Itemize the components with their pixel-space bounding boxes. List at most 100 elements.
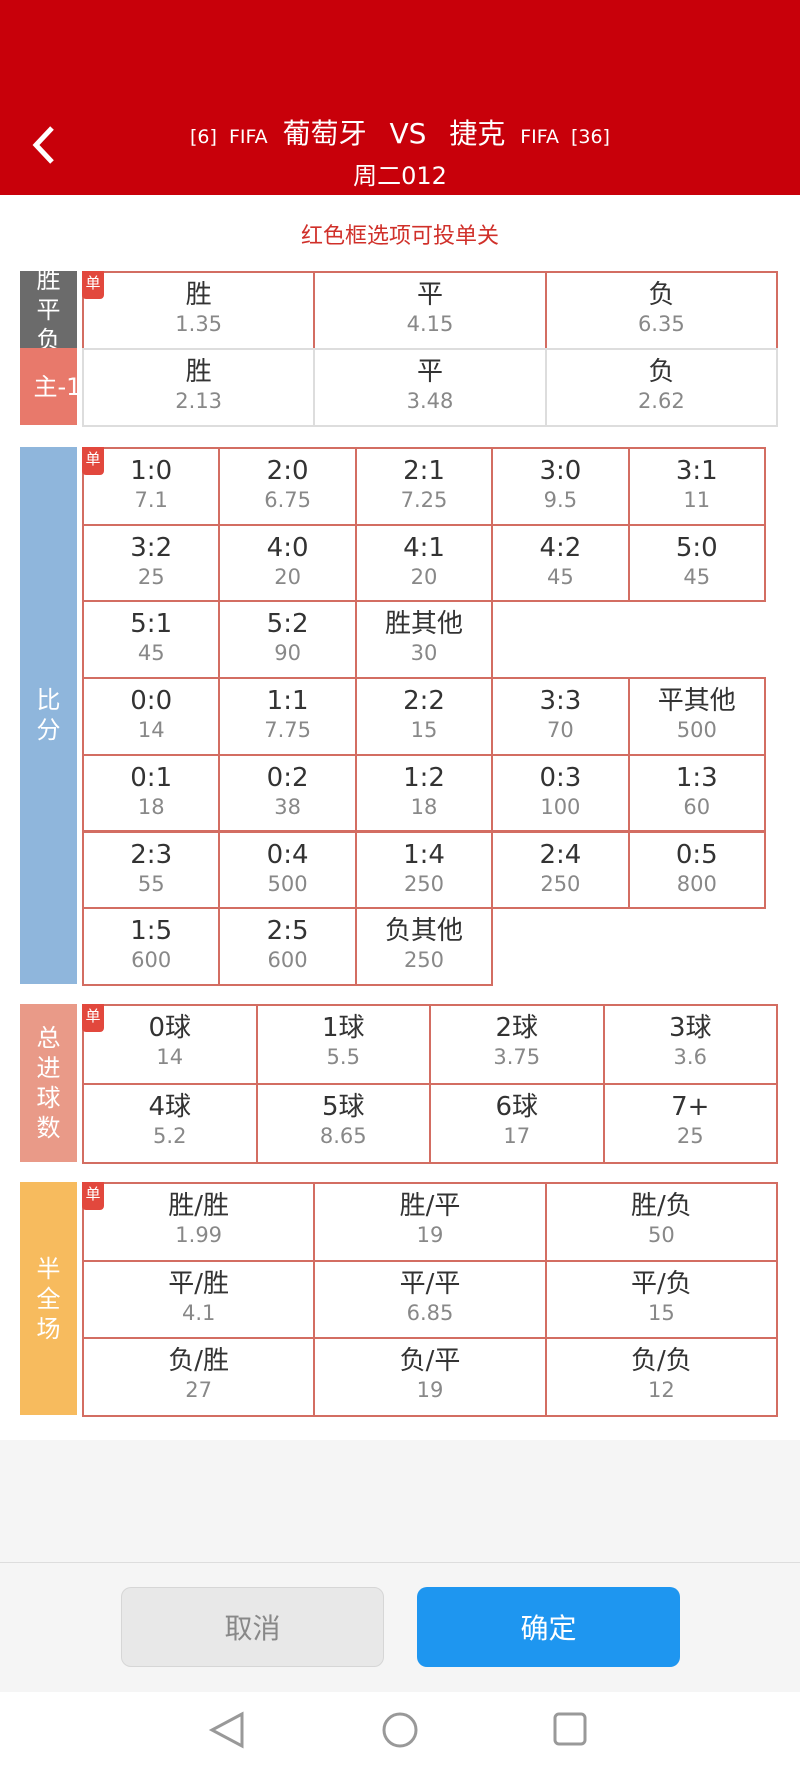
option[interactable]: 4:0 20 [218,523,357,603]
back-button[interactable] [30,124,60,166]
option[interactable]: 5:2 90 [218,600,357,680]
option-name: 5:2 [266,609,309,640]
option[interactable]: 3:2 25 [82,523,221,603]
option-name: 5:1 [130,609,173,640]
option[interactable]: 0:4 500 [218,830,357,910]
option[interactable]: 平/胜 4.1 [82,1259,316,1340]
option-name: 3:3 [539,686,582,717]
option[interactable]: 平/平 6.85 [313,1259,547,1340]
nav-recent[interactable] [553,1712,587,1746]
option[interactable]: 5:0 45 [627,523,766,603]
option[interactable]: 0:5 800 [627,830,766,910]
option-odds: 2.62 [637,389,685,413]
option[interactable]: 平 3.48 [313,348,547,427]
option[interactable]: 2:0 6.75 [218,447,357,526]
option[interactable]: 2:2 15 [354,677,494,756]
option[interactable]: 2:4 250 [491,830,630,910]
option[interactable]: 0:2 38 [218,753,357,833]
option[interactable]: 1:4 250 [354,830,494,910]
option-odds: 20 [410,564,438,589]
single-tag: 单 [82,1182,104,1210]
cancel-button[interactable]: 取消 [121,1587,384,1667]
option-odds: 4.1 [181,1300,216,1325]
option[interactable]: 1:3 60 [627,753,766,833]
option[interactable]: 0球 14 [82,1004,258,1085]
single-tag: 单 [82,447,104,475]
option-name: 5:0 [675,532,718,563]
option[interactable]: 胜/胜 1.99 [82,1182,316,1262]
market-label-text: 主-1 [33,372,82,401]
option[interactable]: 1:2 18 [354,753,494,833]
option[interactable]: 胜 1.35 [82,271,316,350]
option[interactable]: 胜/负 50 [544,1182,778,1262]
match-title: [6] FIFA 葡萄牙 VS 捷克 FIFA [36] [0,112,800,152]
option[interactable]: 负 6.35 [544,271,778,350]
option-odds: 45 [137,641,165,666]
option[interactable]: 1:0 7.1 [82,447,221,526]
option[interactable]: 6球 17 [429,1083,605,1164]
option[interactable]: 平/负 15 [544,1259,778,1340]
option-name: 负/负 [630,1346,692,1377]
option[interactable]: 3:0 9.5 [491,447,630,526]
away-tag: FIFA [520,126,559,148]
option-name: 2:5 [266,916,309,947]
option[interactable]: 胜 2.13 [82,348,316,427]
option[interactable]: 5:1 45 [82,600,221,680]
option-name: 5球 [321,1092,365,1122]
option[interactable]: 2球 3.75 [429,1004,605,1085]
option[interactable]: 平 4.15 [313,271,547,350]
market-label: 总进球数 [20,1004,77,1162]
option[interactable]: 3球 3.6 [602,1004,778,1085]
option[interactable]: 负/平 19 [313,1337,547,1418]
option-name: 4:2 [539,532,582,563]
footer: 取消 确定 [0,1440,800,1692]
option-odds: 250 [403,948,445,973]
option-odds: 25 [676,1124,704,1148]
option[interactable]: 负/负 12 [544,1337,778,1418]
option[interactable]: 4球 5.2 [82,1083,258,1164]
option[interactable]: 1球 5.5 [255,1004,431,1085]
option[interactable]: 2:5 600 [218,907,357,986]
option[interactable]: 1:1 7.75 [218,677,357,756]
option-odds: 45 [547,564,574,589]
option-name: 平 [416,280,443,310]
option[interactable]: 胜其他 30 [354,600,494,680]
option-name: 3球 [668,1013,712,1043]
option[interactable]: 平其他 500 [627,677,766,756]
nav-back[interactable] [208,1711,244,1749]
single-tag: 单 [82,271,104,299]
option[interactable]: 4:2 45 [491,523,630,603]
option-name: 负/胜 [168,1346,230,1377]
option-odds: 2.13 [175,389,223,413]
option[interactable]: 3:1 11 [627,447,766,526]
option-name: 4:0 [266,532,309,563]
option[interactable]: 0:3 100 [491,753,630,833]
option[interactable]: 2:3 55 [82,830,221,910]
option[interactable]: 负 2.62 [544,348,778,427]
option[interactable]: 4:1 20 [354,523,494,603]
option[interactable]: 1:5 600 [82,907,221,986]
nav-home[interactable] [382,1712,418,1748]
option-name: 负其他 [384,916,463,947]
option-odds: 5.5 [326,1045,360,1069]
option[interactable]: 胜/平 19 [313,1182,547,1262]
match-subtitle: 周二012 [353,162,447,190]
option-odds: 25 [137,564,165,589]
option[interactable]: 0:1 18 [82,753,221,833]
option[interactable]: 3:3 70 [491,677,630,756]
option-name: 2:3 [130,839,173,870]
confirm-button[interactable]: 确定 [417,1587,680,1667]
option[interactable]: 5球 8.65 [255,1083,431,1164]
option-name: 1:1 [266,686,309,717]
option[interactable]: 2:1 7.25 [354,447,494,526]
away-team: 捷克 [449,117,506,150]
option-name: 1球 [321,1013,365,1043]
option[interactable]: 0:0 14 [82,677,221,756]
option[interactable]: 负其他 250 [354,907,494,986]
option-odds: 11 [683,488,711,512]
option-odds: 6.75 [264,488,311,512]
option[interactable]: 负/胜 27 [82,1337,316,1418]
option[interactable]: 7+ 25 [602,1083,778,1164]
option-name: 7+ [671,1092,710,1122]
option-odds: 3.6 [673,1045,707,1069]
